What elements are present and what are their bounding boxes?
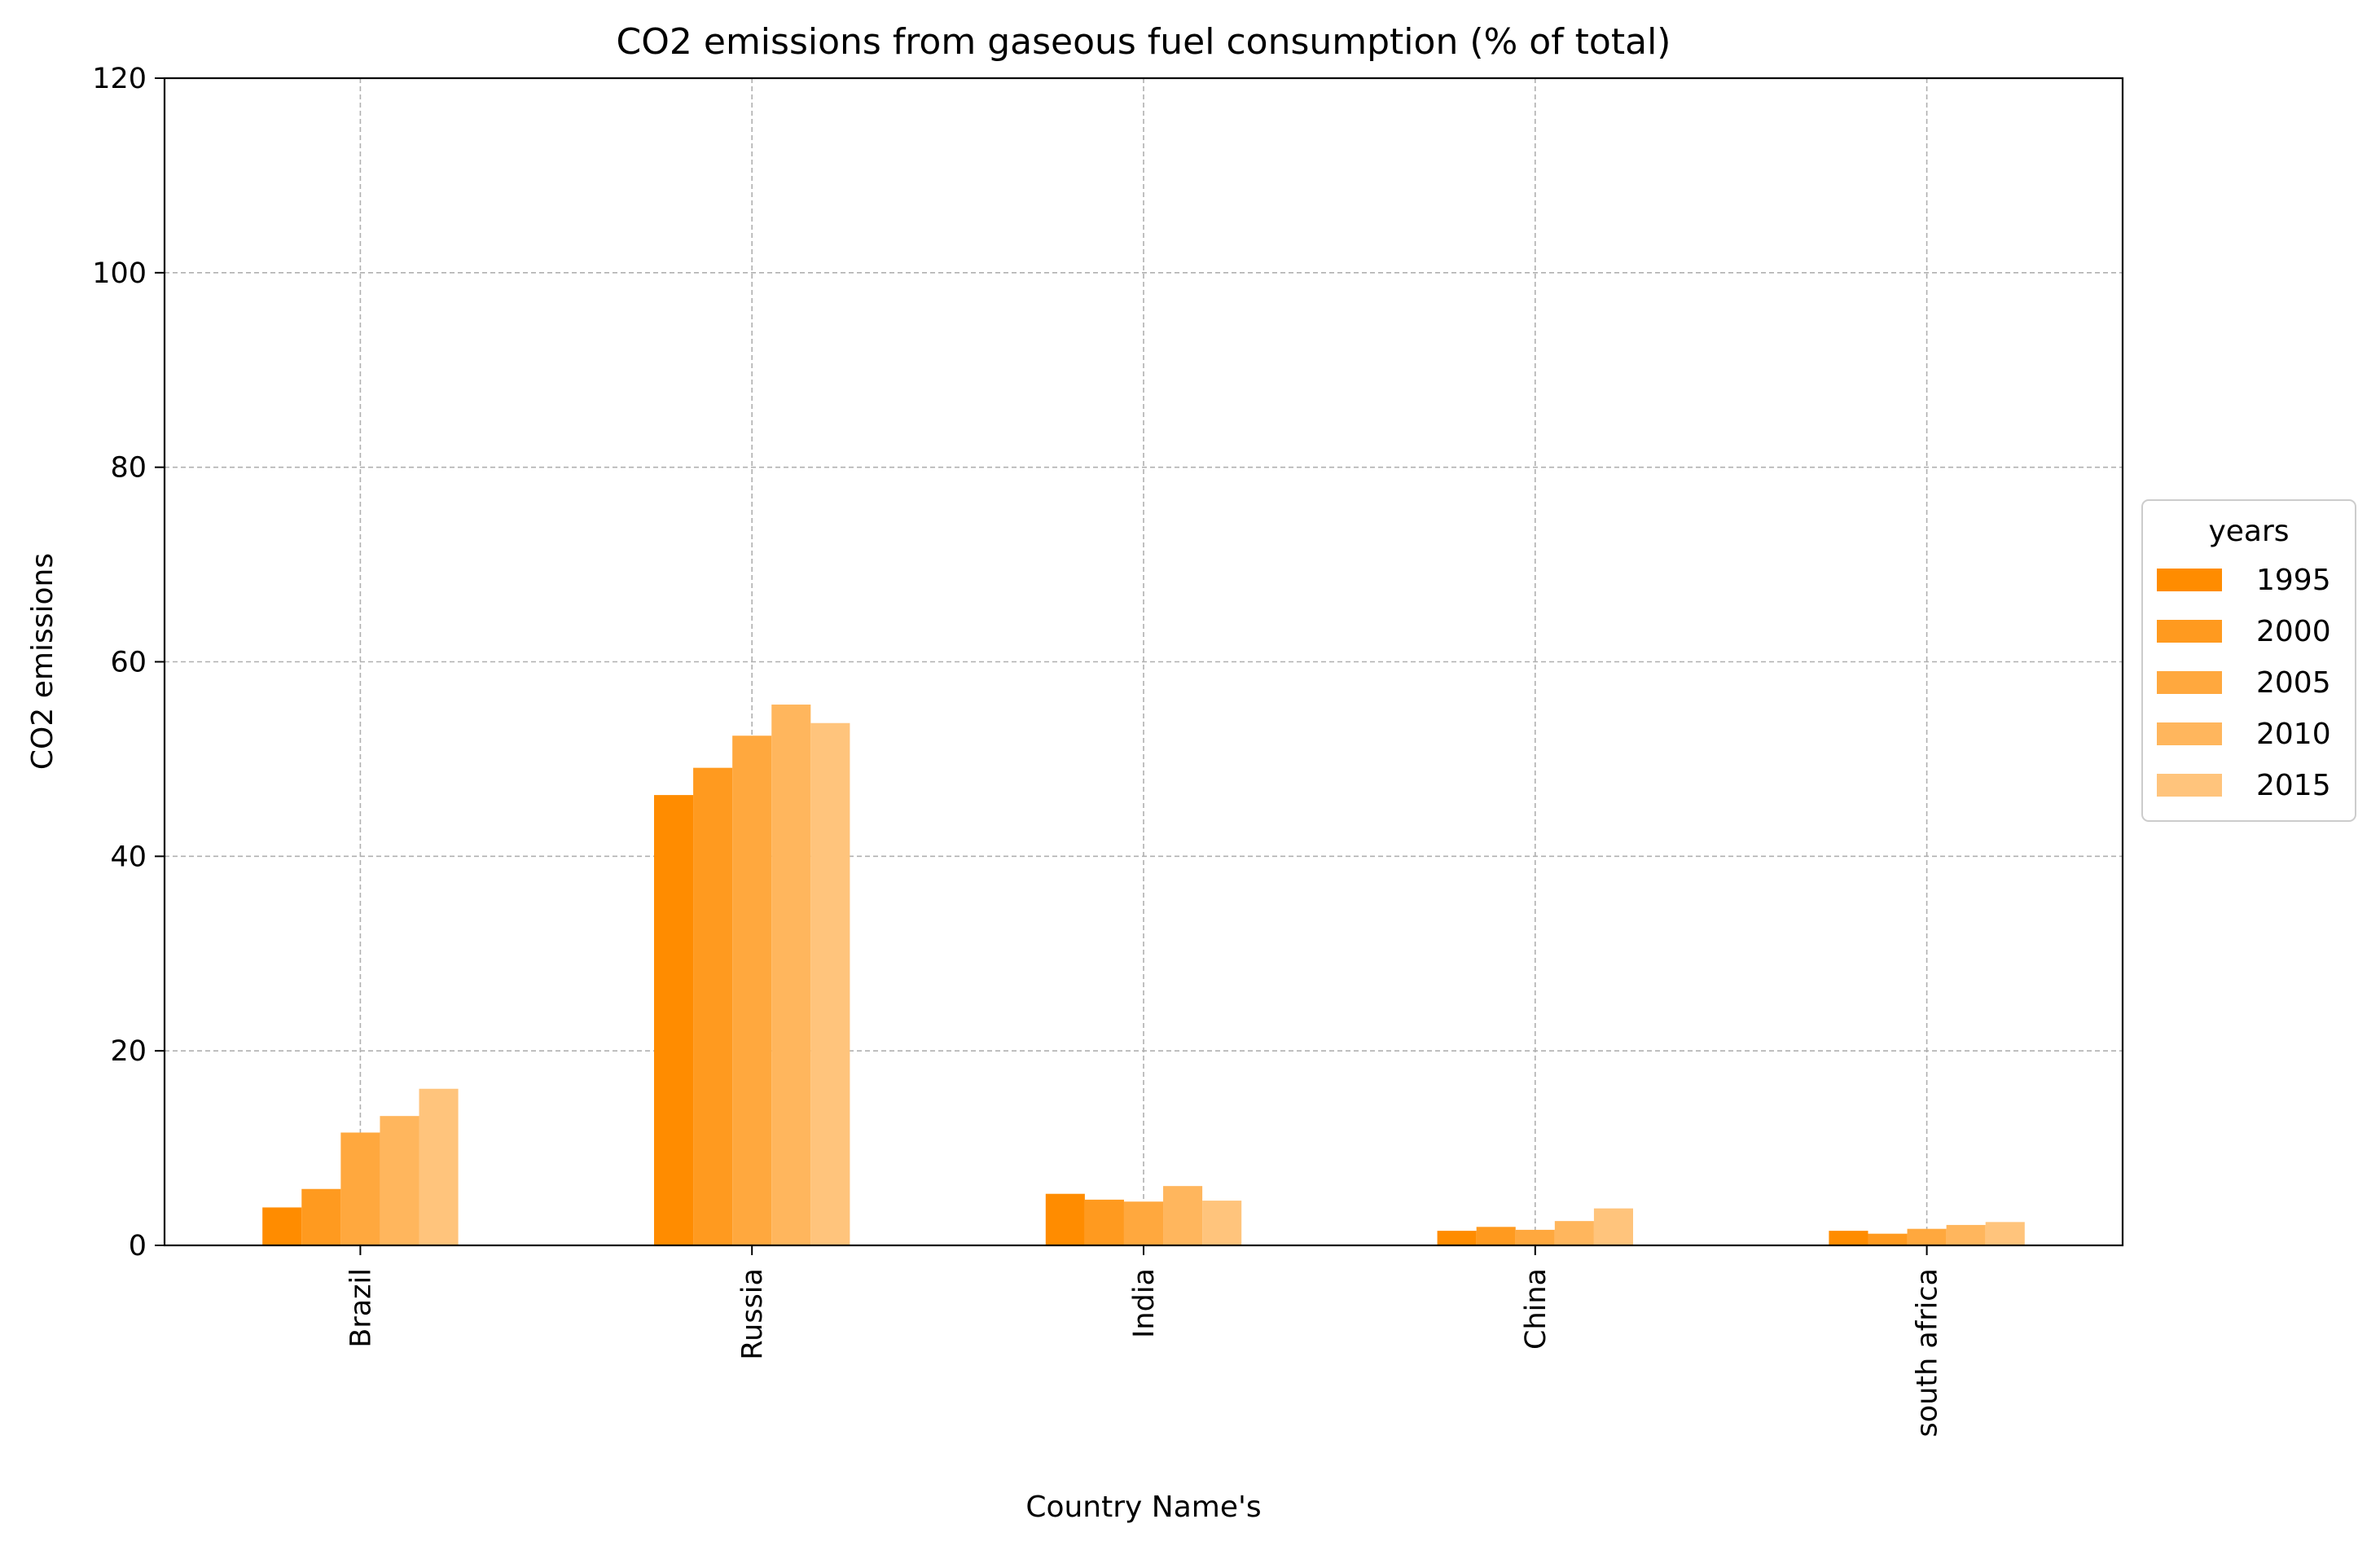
legend-label: 2015 bbox=[2256, 769, 2331, 802]
bar-2010-russia bbox=[771, 705, 811, 1245]
y-axis: 0 20 40 60 80 100 120 bbox=[92, 63, 165, 1262]
bar-1995-brazil bbox=[262, 1207, 302, 1245]
bar-2015-south-africa bbox=[1985, 1222, 2025, 1245]
y-axis-label: CO2 emissions bbox=[26, 553, 59, 770]
bar-2015-india bbox=[1202, 1201, 1242, 1245]
y-tick-label: 0 bbox=[129, 1230, 147, 1262]
bar-2010-south-africa bbox=[1946, 1224, 1986, 1245]
bar-2010-brazil bbox=[380, 1116, 419, 1245]
bar-2010-china bbox=[1554, 1221, 1594, 1245]
legend-swatch bbox=[2157, 671, 2222, 694]
x-tick-label: China bbox=[1520, 1268, 1552, 1350]
legend-swatch bbox=[2157, 620, 2222, 643]
bar-2000-south-africa bbox=[1868, 1233, 1908, 1245]
bar-2015-brazil bbox=[419, 1088, 459, 1245]
legend-label: 2005 bbox=[2256, 666, 2331, 700]
legend-label: 1995 bbox=[2256, 564, 2331, 597]
bar-2000-brazil bbox=[301, 1188, 341, 1245]
bar-2000-india bbox=[1084, 1199, 1124, 1245]
x-axis-label: Country Name's bbox=[1025, 1491, 1261, 1524]
legend: years 1995 2000 2005 2010 2015 bbox=[2141, 499, 2356, 822]
x-tick-label: Russia bbox=[736, 1268, 769, 1360]
bar-1995-india bbox=[1045, 1193, 1085, 1245]
bar-2005-south-africa bbox=[1907, 1228, 1947, 1245]
legend-label: 2010 bbox=[2256, 718, 2331, 751]
bar-1995-russia bbox=[654, 795, 694, 1245]
legend-swatch bbox=[2157, 722, 2222, 745]
bar-2000-china bbox=[1476, 1227, 1516, 1245]
bar-1995-china bbox=[1437, 1231, 1477, 1245]
bar-2000-russia bbox=[693, 767, 733, 1245]
bars bbox=[262, 705, 2025, 1245]
y-tick-label: 40 bbox=[110, 841, 147, 873]
y-tick-label: 80 bbox=[110, 452, 147, 485]
bar-1995-south-africa bbox=[1829, 1231, 1868, 1245]
bar-2015-china bbox=[1593, 1208, 1633, 1245]
y-tick-label: 100 bbox=[92, 257, 147, 290]
x-axis: Brazil Russia India China south africa bbox=[345, 1245, 1944, 1437]
bar-2010-india bbox=[1163, 1186, 1203, 1245]
bar-2005-india bbox=[1123, 1201, 1164, 1245]
x-tick-label: south africa bbox=[1912, 1268, 1944, 1437]
chart-title: CO2 emissions from gaseous fuel consumpt… bbox=[617, 21, 1671, 63]
x-tick-label: India bbox=[1128, 1268, 1161, 1338]
legend-swatch bbox=[2157, 774, 2222, 797]
y-tick-label: 20 bbox=[110, 1035, 147, 1068]
y-tick-label: 60 bbox=[110, 647, 147, 679]
x-tick-label: Brazil bbox=[345, 1268, 377, 1348]
bar-2015-russia bbox=[810, 722, 850, 1245]
bar-2005-china bbox=[1515, 1229, 1555, 1245]
legend-items: 1995 2000 2005 2010 2015 bbox=[2157, 564, 2331, 802]
legend-swatch bbox=[2157, 569, 2222, 591]
legend-title: years bbox=[2208, 515, 2289, 548]
bar-2005-russia bbox=[732, 735, 772, 1245]
legend-label: 2000 bbox=[2256, 615, 2331, 648]
y-tick-label: 120 bbox=[92, 63, 147, 95]
bar-2005-brazil bbox=[340, 1132, 380, 1245]
